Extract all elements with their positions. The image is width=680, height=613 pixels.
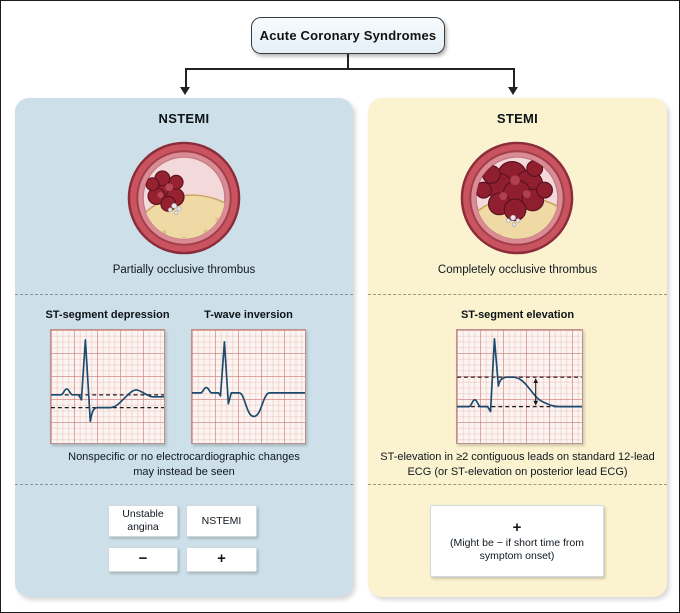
stemi-troponin-note: (Might be − if short time from symptom o… [450, 537, 584, 563]
stemi-header: STEMI [496, 111, 539, 126]
ecg-st-elevation-panel [456, 329, 583, 444]
ecg-t-wave-inversion-trace [192, 340, 305, 418]
stemi-separator-1 [368, 294, 667, 295]
connector-vertical-left [185, 68, 187, 88]
connector-vertical-right [513, 68, 515, 88]
stemi-ecg-caption: ST-elevation in ≥2 contiguous leads on s… [368, 450, 667, 479]
stemi-artery-illustration [460, 141, 574, 255]
connector-horizontal [185, 68, 514, 70]
stemi-troponin-box: + (Might be − if short time from symptom… [430, 505, 604, 577]
nstemi-box: NSTEMI [186, 505, 257, 537]
arrow-down-left-icon [180, 87, 190, 95]
stemi-ecg-caption-line2: ECG (or ST-elevation on posterior lead E… [407, 465, 628, 478]
stemi-separator-2 [368, 484, 667, 485]
ecg-t-wave-inversion-panel [191, 329, 306, 444]
stemi-angio-caption: Completely occlusive thrombus [437, 264, 598, 276]
figure-title: Acute Coronary Syndromes [259, 28, 437, 43]
unstable-angina-box: Unstable angina [108, 505, 178, 537]
nstemi-separator-1 [15, 294, 353, 295]
figure-title-box: Acute Coronary Syndromes [251, 17, 445, 54]
arrow-down-right-icon [508, 87, 518, 95]
ecg-st-elevation-trace [457, 338, 582, 413]
nstemi-header: NSTEMI [158, 111, 210, 126]
nstemi-ecg-caption-line1: Nonspecific or no electrocardiographic c… [68, 451, 300, 463]
nstemi-ecg-caption-line2: may instead be seen [133, 465, 235, 478]
nstemi-panel: NSTEMI [15, 98, 353, 597]
unstable-angina-troponin-box: − [108, 547, 178, 572]
nstemi-ecg1-title: ST-segment depression [45, 309, 170, 321]
nstemi-box-label: NSTEMI [201, 514, 242, 527]
stemi-panel: STEMI [368, 98, 667, 597]
unstable-angina-label: Unstable angina [122, 508, 164, 533]
unstable-angina-troponin-value: − [138, 550, 148, 568]
nstemi-artery-illustration [127, 141, 241, 255]
nstemi-ecg-caption: Nonspecific or no electrocardiographic c… [15, 450, 353, 479]
nstemi-separator-2 [15, 484, 353, 485]
nstemi-angio-caption: Partially occlusive thrombus [112, 264, 256, 276]
ecg-st-depression-panel [50, 329, 165, 444]
nstemi-troponin-box: + [186, 547, 257, 572]
connector-stub [347, 54, 349, 69]
stemi-troponin-value: + [512, 519, 522, 537]
nstemi-ecg2-title: T-wave inversion [204, 309, 293, 321]
stemi-ecg-title: ST-segment elevation [460, 309, 575, 321]
ecg-st-depression-trace [51, 338, 164, 423]
nstemi-troponin-value: + [217, 550, 226, 568]
stemi-ecg-caption-line1: ST-elevation in ≥2 contiguous leads on s… [380, 451, 655, 463]
